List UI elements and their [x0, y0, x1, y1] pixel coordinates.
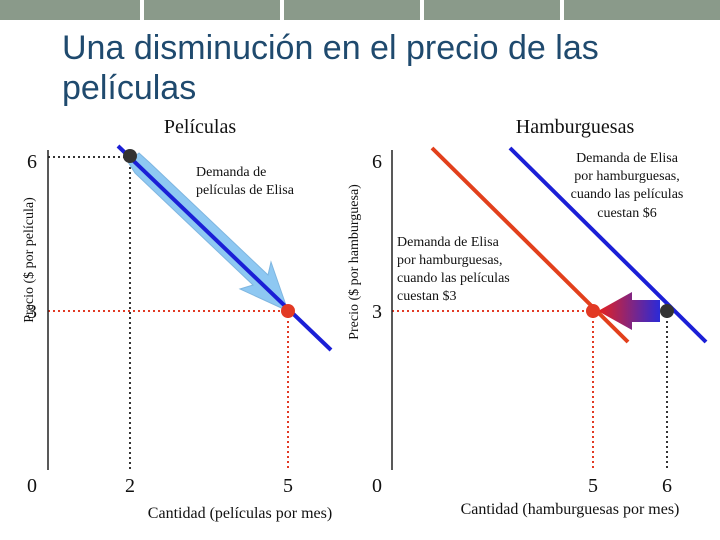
slide-title: Una disminución en el precio de las pelí…	[62, 28, 662, 108]
movies-point-old	[123, 149, 137, 163]
movies-point-new	[281, 304, 295, 318]
hamburgers-chart-title: Hamburguesas	[516, 116, 635, 138]
movies-x-tick-5: 5	[283, 475, 293, 497]
movies-y-tick-6: 6	[27, 151, 37, 173]
hamburgers-x-tick-0: 0	[372, 475, 382, 497]
hamburgers-demand3-label-line2: por hamburguesas,	[397, 253, 503, 268]
hamburgers-demand3-label-line1: Demanda de Elisa	[397, 235, 500, 250]
hamburgers-chart: Hamburguesas Precio ($ por hamburguesa) …	[347, 116, 708, 518]
hamburgers-x-axis-label: Cantidad (hamburguesas por mes)	[461, 501, 680, 518]
top-bar-divider	[280, 0, 284, 20]
hamburgers-demand6-label-line4: cuestan $6	[597, 206, 656, 221]
movies-y-axis-label: Precio ($ por película)	[22, 197, 37, 323]
hamburgers-point-new	[586, 304, 600, 318]
hamburgers-demand3-label-line4: cuestan $3	[397, 289, 456, 304]
slide-title-line2: películas	[62, 69, 197, 107]
hamburgers-y-tick-3: 3	[372, 301, 382, 323]
hamburgers-y-tick-6: 6	[372, 151, 382, 173]
movies-chart: Películas Precio ($ por película) 6 3 0 …	[22, 116, 333, 522]
hamburgers-shift-arrow	[598, 292, 660, 330]
movies-demand-label-line1: Demanda de	[196, 165, 266, 180]
movies-demand-label-line2: películas de Elisa	[196, 183, 295, 198]
hamburgers-demand6-label-line1: Demanda de Elisa	[576, 151, 679, 166]
movies-x-tick-0: 0	[27, 475, 37, 497]
movies-y-tick-3: 3	[27, 301, 37, 323]
movies-x-axis-label: Cantidad (películas por mes)	[148, 505, 332, 522]
hamburgers-demand3-label-line3: cuando las películas	[397, 271, 510, 286]
hamburgers-x-tick-6: 6	[662, 475, 672, 497]
hamburgers-y-axis-label: Precio ($ por hamburguesa)	[347, 184, 362, 340]
movies-x-tick-2: 2	[125, 475, 135, 497]
slide-title-line1: Una disminución en el precio de las	[62, 29, 599, 67]
top-bar-divider	[140, 0, 144, 20]
movies-demand-line	[116, 144, 333, 352]
movies-chart-title: Películas	[164, 116, 236, 138]
top-bar-divider	[420, 0, 424, 20]
hamburgers-point-old	[660, 304, 674, 318]
hamburgers-demand6-label-line2: por hamburguesas,	[574, 169, 680, 184]
hamburgers-demand6-label-line3: cuando las películas	[571, 187, 684, 202]
hamburgers-x-tick-5: 5	[588, 475, 598, 497]
top-bar-divider	[560, 0, 564, 20]
top-decoration-bar	[0, 0, 720, 20]
